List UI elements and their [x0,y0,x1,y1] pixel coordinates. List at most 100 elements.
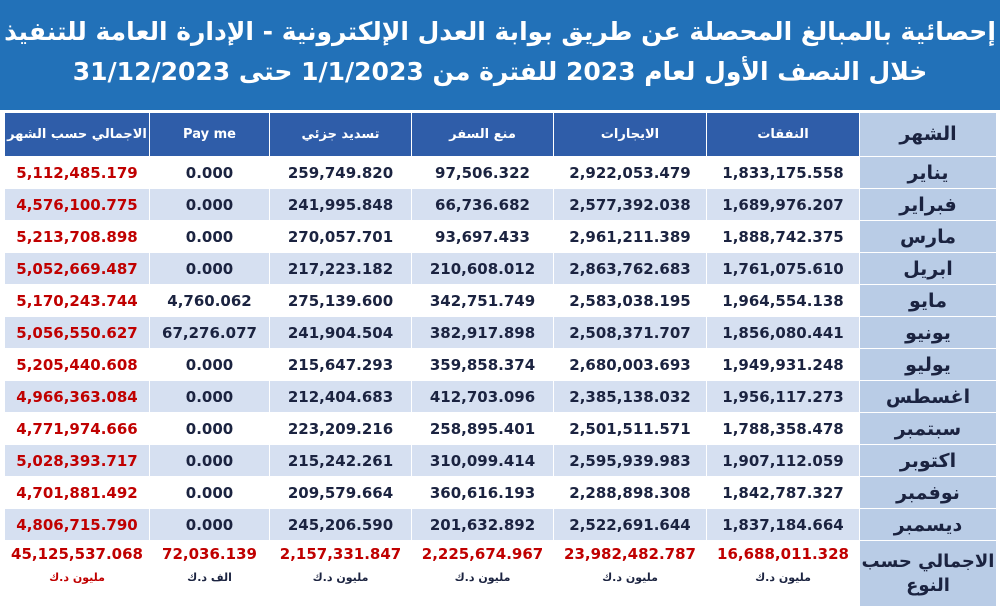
month-name: اغسطس [859,380,997,413]
month-name: نوفمبر [859,476,997,509]
amount: 0.000 [149,444,270,477]
month-name: يوليو [859,348,997,381]
amount: 1,964,554.138 [706,284,860,317]
amount: 258,895.401 [411,412,554,445]
amount: 5,056,550.627 [4,316,150,349]
amount: 1,833,175.558 [706,156,860,189]
amount: 1,907,112.059 [706,444,860,477]
unit-label: الف د.ك [187,571,232,584]
unit-label: مليون د.ك [312,571,369,584]
month-row: مارس 1,888,742.375 2,961,211.389 93,697.433… [4,220,997,253]
amount: 223,209.216 [269,412,412,445]
amount: 2,288,898.308 [553,476,707,509]
amount: 0.000 [149,476,270,509]
amount: 2,863,762.683 [553,252,707,285]
amount: 275,139.600 [269,284,412,317]
column-header: تسديد جزئي [269,112,412,157]
title-line: خلال النصف الأول لعام 2023 للفترة من 1/1… [72,57,928,86]
amount: 2,583,038.195 [553,284,707,317]
unit-label: مليون د.ك [602,571,658,584]
amount: 0.000 [149,252,270,285]
month-row: ابريل 1,761,075.610 2,863,762.683 210,608.0… [4,252,997,285]
total-amount: 2,157,331.847 [279,545,402,563]
month-row: يونيو 1,856,080.441 2,508,371.707 382,917.8… [4,316,997,349]
total-row: الاجمالي حسب النوع 16,688,011.328 مليون د.… [4,540,997,607]
amount: 0.000 [149,188,270,221]
total-amount: 45,125,537.068 [11,545,143,563]
amount: 1,761,075.610 [706,252,860,285]
amount: 2,522,691.644 [553,508,707,541]
amount: 4,806,715.790 [4,508,150,541]
unit-label: مليون د.ك [454,571,511,584]
amount: 209,579.664 [269,476,412,509]
title-banner: إحصائية بالمبالغ المحصلة عن طريق بوابة ا… [0,0,1000,110]
amount: 217,223.182 [269,252,412,285]
total-amount: 16,688,011.328 [717,545,849,563]
title-line: إحصائية بالمبالغ المحصلة عن طريق بوابة ا… [4,17,996,46]
amount: 310,099.414 [411,444,554,477]
amount: 0.000 [149,380,270,413]
amount: 1,788,358.478 [706,412,860,445]
amount: 1,837,184.664 [706,508,860,541]
amount: 93,697.433 [411,220,554,253]
amount: 4,701,881.492 [4,476,150,509]
month-row: نوفمبر 1,842,787.327 2,288,898.308 360,616.… [4,476,997,509]
amount: 4,966,363.084 [4,380,150,413]
total-cell: 16,688,011.328 مليون د.ك [706,540,860,607]
column-header: Pay me [149,112,270,157]
month-row: يناير 1,833,175.558 2,922,053.479 97,506.32… [4,156,997,189]
amount: 359,858.374 [411,348,554,381]
amount: 1,888,742.375 [706,220,860,253]
amount: 241,995.848 [269,188,412,221]
amount: 97,506.322 [411,156,554,189]
amount: 2,680,003.693 [553,348,707,381]
amount: 4,760.062 [149,284,270,317]
amount: 0.000 [149,412,270,445]
month-name: مايو [859,284,997,317]
month-name: ديسمبر [859,508,997,541]
total-amount: 2,225,674.967 [421,545,544,563]
amount: 259,749.820 [269,156,412,189]
amount: 2,385,138.032 [553,380,707,413]
month-row: اكتوبر 1,907,112.059 2,595,939.983 310,099.… [4,444,997,477]
amount: 1,949,931.248 [706,348,860,381]
month-name: ابريل [859,252,997,285]
unit-label: مليون د.ك [755,571,811,584]
amount: 0.000 [149,220,270,253]
month-name: مارس [859,220,997,253]
amount: 2,501,511.571 [553,412,707,445]
month-row: سبتمبر 1,788,358.478 2,501,511.571 258,895.… [4,412,997,445]
amount: 66,736.682 [411,188,554,221]
amount: 0.000 [149,508,270,541]
amount: 5,028,393.717 [4,444,150,477]
amount: 5,213,708.898 [4,220,150,253]
column-header: الشهر [859,112,997,157]
month-name: يناير [859,156,997,189]
amount: 0.000 [149,156,270,189]
month-row: فبراير 1,689,976.207 2,577,392.038 66,736.6… [4,188,997,221]
month-row: ديسمبر 1,837,184.664 2,522,691.644 201,632.… [4,508,997,541]
total-amount: 23,982,482.787 [564,545,696,563]
column-header: منع السفر [411,112,554,157]
amount: 5,205,440.608 [4,348,150,381]
month-name: سبتمبر [859,412,997,445]
amount: 5,052,669.487 [4,252,150,285]
amount: 382,917.898 [411,316,554,349]
amount: 2,577,392.038 [553,188,707,221]
total-cell: 2,225,674.967 مليون د.ك [411,540,554,607]
amount: 1,842,787.327 [706,476,860,509]
amount: 1,689,976.207 [706,188,860,221]
amount: 360,616.193 [411,476,554,509]
total-cell: 72,036.139 الف د.ك [149,540,270,607]
month-name: اكتوبر [859,444,997,477]
amount: 1,856,080.441 [706,316,860,349]
column-header: النفقات [706,112,860,157]
month-row: مايو 1,964,554.138 2,583,038.195 342,751.74… [4,284,997,317]
collections-table: الشهر النفقات الايجارات منع السفر تسديد جزئي… [4,112,997,607]
month-row: يوليو 1,949,931.248 2,680,003.693 359,858.3… [4,348,997,381]
amount: 215,242.261 [269,444,412,477]
amount: 210,608.012 [411,252,554,285]
amount: 0.000 [149,348,270,381]
amount: 5,112,485.179 [4,156,150,189]
